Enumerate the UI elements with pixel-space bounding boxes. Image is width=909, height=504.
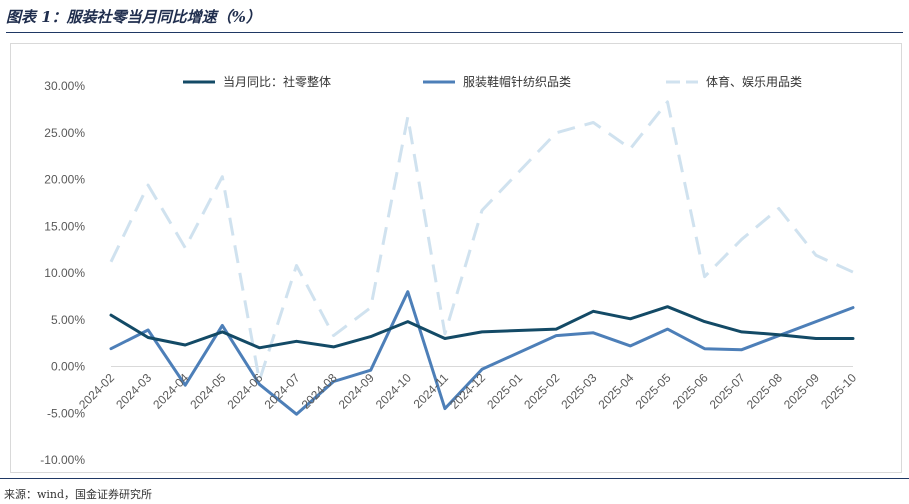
series-layer [109,100,855,416]
line-chart: -10.00% -5.00% 0.00% 5.00% 10.00% 15.00% 20.00… [40,74,859,467]
y-tick-label: 5.00% [51,313,85,327]
y-tick-label: 25.00% [44,126,85,140]
series-line-3 [109,100,854,382]
legend-label-1: 当月同比：社零整体 [223,74,331,89]
title-divider [6,32,903,33]
y-tick-label: -10.00% [40,453,85,467]
y-tick-label: -5.00% [47,406,85,420]
x-tick-label: 2025-02 [521,370,562,411]
x-tick-label: 2025-10 [818,370,859,411]
chart-frame: -10.00% -5.00% 0.00% 5.00% 10.00% 15.00% 20.00… [10,43,902,473]
x-tick-label: 2024-03 [113,370,154,411]
series-line-2 [109,290,855,416]
x-tick-label: 2025-07 [707,370,748,411]
x-tick-label: 2025-08 [744,370,785,411]
source-note: 来源：wind，国金证券研究所 [4,488,153,501]
page-title: 图表 1：服装社零当月同比增速（%） [6,8,261,26]
x-tick-label: 2024-02 [76,370,117,411]
x-tick-label: 2024-09 [336,370,377,411]
series-line-1 [109,305,855,350]
x-tick-label: 2024-08 [299,370,340,411]
x-tick-label: 2024-10 [373,370,414,411]
x-tick-label: 2024-06 [224,370,265,411]
y-tick-label: 30.00% [44,79,85,93]
x-tick-label: 2024-05 [187,370,228,411]
y-tick-label: 20.00% [44,173,85,187]
x-tick-label: 2025-09 [781,370,822,411]
footer-divider [0,478,909,479]
legend-label-3: 体育、娱乐用品类 [706,74,802,89]
x-tick-label: 2025-04 [595,370,636,411]
x-tick-label: 2025-03 [558,370,599,411]
legend: 当月同比：社零整体 服装鞋帽针纺织品类 体育、娱乐用品类 [183,74,802,89]
y-tick-label: 15.00% [44,219,85,233]
x-tick-label: 2024-04 [150,370,191,411]
y-axis: -10.00% -5.00% 0.00% 5.00% 10.00% 15.00% 20.00… [40,79,853,467]
x-tick-label: 2025-01 [484,370,525,411]
x-tick-label: 2025-05 [633,370,674,411]
y-tick-label: 10.00% [44,266,85,280]
y-tick-label: 0.00% [51,360,85,374]
legend-label-2: 服装鞋帽针纺织品类 [463,74,571,89]
x-tick-label: 2024-12 [447,370,488,411]
x-tick-label: 2025-06 [670,370,711,411]
